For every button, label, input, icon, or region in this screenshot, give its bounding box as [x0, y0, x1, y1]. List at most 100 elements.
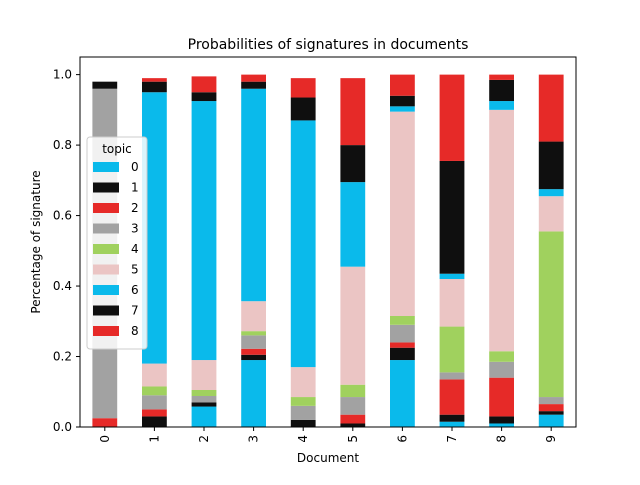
legend-label-topic2: 2	[131, 201, 139, 215]
y-axis: 0.0 0.2 0.4 0.6 0.8 1.0	[53, 68, 80, 434]
bar-segment-doc3-topic0	[241, 360, 266, 427]
x-tick-label: 4	[296, 435, 310, 443]
bar-segment-doc7-topic7	[439, 160, 465, 274]
bar-segment-doc5-topic7	[340, 145, 366, 183]
bar-segment-doc6-topic1	[390, 347, 415, 361]
y-tick-label: 0.8	[53, 138, 72, 152]
bar-segment-doc3-topic6	[241, 88, 266, 302]
legend-label-topic3: 3	[131, 222, 139, 236]
bar-segment-doc4-topic8	[290, 78, 316, 98]
legend-swatch-topic2	[93, 203, 119, 213]
bar-segment-doc2-topic1	[191, 402, 217, 407]
legend-label-topic1: 1	[131, 181, 139, 195]
bar-segment-doc2-topic4	[191, 390, 217, 396]
x-tick-label: 5	[346, 435, 360, 443]
bar-segment-doc9-topic7	[538, 141, 564, 190]
bar-segment-doc1-topic5	[142, 363, 167, 387]
bar-segment-doc5-topic4	[340, 384, 366, 398]
bar-segment-doc6-topic0	[390, 360, 415, 427]
bar-segment-doc5-topic2	[340, 414, 366, 424]
bar-segment-doc8-topic2	[489, 377, 514, 417]
bar-segment-doc9-topic2	[538, 404, 564, 412]
bar-segment-doc0-topic2	[92, 418, 118, 427]
x-axis: 0 1 2 3 4 5 6 7 8 9	[98, 427, 558, 443]
legend-swatch-topic6	[93, 285, 119, 295]
x-tick-label: 9	[544, 435, 558, 443]
y-tick-label: 0.2	[53, 350, 72, 364]
bar-segment-doc8-topic8	[489, 74, 514, 80]
x-tick-label: 3	[247, 435, 261, 443]
bar-segment-doc6-topic8	[390, 74, 415, 96]
bar-segment-doc8-topic0	[489, 423, 514, 427]
bar-segment-doc2-topic8	[191, 76, 217, 93]
bar-segment-doc8-topic6	[489, 101, 514, 110]
bar-segment-doc9-topic6	[538, 189, 564, 197]
bar-segment-doc8-topic1	[489, 416, 514, 424]
bar-segment-doc7-topic4	[439, 326, 465, 373]
legend-label-topic6: 6	[131, 283, 139, 297]
bar-segment-doc6-topic6	[390, 106, 415, 112]
bar-segment-doc2-topic6	[191, 101, 217, 361]
chart-title: Probabilities of signatures in documents	[188, 37, 469, 53]
x-tick-label: 7	[445, 435, 459, 443]
bar-segment-doc1-topic4	[142, 386, 167, 396]
bar-segment-doc5-topic5	[340, 266, 366, 385]
x-tick-label: 2	[197, 435, 211, 443]
bar-segment-doc3-topic8	[241, 74, 266, 82]
bar-segment-doc1-topic1	[142, 416, 167, 427]
legend-label-topic5: 5	[131, 263, 139, 277]
legend-label-topic7: 7	[131, 304, 139, 318]
bar-segment-doc4-topic7	[290, 97, 316, 121]
bars-layer	[92, 74, 564, 427]
plot-frame	[79, 56, 577, 428]
bar-segment-doc9-topic0	[538, 414, 564, 427]
y-tick-label: 0.6	[53, 209, 72, 223]
bar-segment-doc7-topic6	[439, 273, 465, 279]
bar-segment-doc1-topic7	[142, 81, 167, 93]
legend-label-topic0: 0	[131, 160, 139, 174]
bar-segment-doc3-topic7	[241, 81, 266, 89]
legend-title: topic	[102, 142, 132, 156]
bar-segment-doc6-topic3	[390, 324, 415, 343]
bar-segment-doc8-topic4	[489, 351, 514, 362]
bar-segment-doc6-topic5	[390, 111, 415, 317]
bar-segment-doc9-topic4	[538, 231, 564, 398]
bar-segment-doc9-topic1	[538, 411, 564, 415]
bar-segment-doc3-topic5	[241, 301, 266, 332]
legend-label-topic4: 4	[131, 242, 139, 256]
bar-segment-doc2-topic3	[191, 395, 217, 403]
bar-segment-doc6-topic4	[390, 316, 415, 325]
bar-segment-doc2-topic0	[191, 406, 217, 427]
bar-segment-doc3-topic3	[241, 335, 266, 349]
bar-segment-doc1-topic8	[142, 78, 167, 82]
bar-segment-doc4-topic1	[290, 419, 316, 427]
bar-segment-doc3-topic2	[241, 348, 266, 355]
bar-segment-doc0-topic7	[92, 81, 118, 89]
bar-segment-doc1-topic3	[142, 395, 167, 410]
bar-segment-doc5-topic1	[340, 423, 366, 427]
bar-segment-doc5-topic6	[340, 182, 366, 267]
bar-segment-doc7-topic2	[439, 379, 465, 415]
x-axis-label: Document	[297, 451, 359, 465]
y-axis-label: Percentage of signature	[29, 170, 43, 313]
legend-swatch-topic8	[93, 326, 119, 336]
bar-segment-doc2-topic7	[191, 92, 217, 102]
bar-segment-doc6-topic7	[390, 95, 415, 107]
y-tick-label: 0.0	[53, 420, 72, 434]
legend-swatch-topic0	[93, 162, 119, 172]
bar-segment-doc7-topic5	[439, 279, 465, 327]
bar-segment-doc7-topic8	[439, 74, 465, 161]
bar-segment-doc9-topic8	[538, 74, 564, 142]
bar-segment-doc8-topic3	[489, 361, 514, 378]
x-tick-label: 0	[98, 435, 112, 443]
x-tick-label: 6	[395, 435, 409, 443]
legend-swatch-topic1	[93, 182, 119, 193]
bar-segment-doc4-topic3	[290, 405, 316, 420]
bar-segment-doc5-topic8	[340, 78, 366, 146]
legend-label-topic8: 8	[131, 324, 139, 338]
bar-segment-doc3-topic1	[241, 354, 266, 361]
bar-segment-doc4-topic5	[290, 367, 316, 398]
bar-segment-doc5-topic3	[340, 397, 366, 415]
